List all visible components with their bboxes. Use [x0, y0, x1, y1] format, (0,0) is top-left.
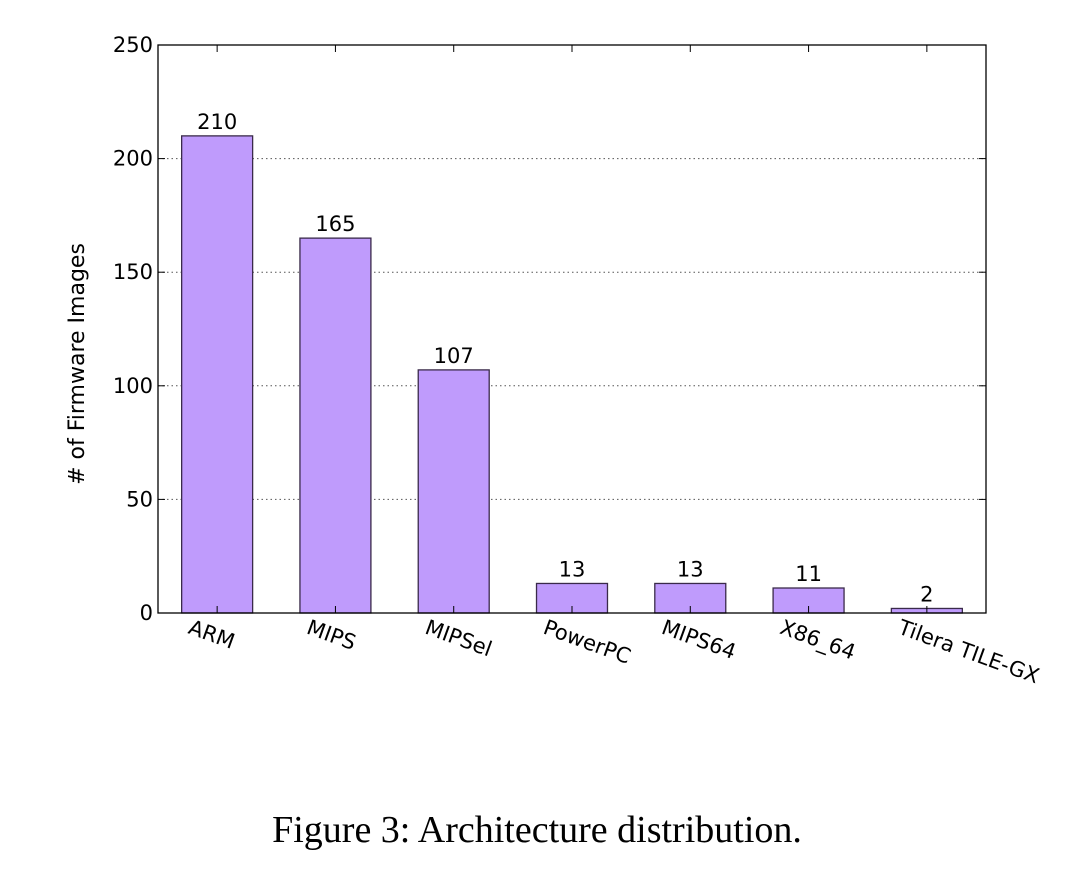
bar-chart: 0 50 100 150 200 250 210 ARM 165 MIPS 107 MIPSel 13 P…	[65, 33, 1042, 688]
bar-mips	[299, 237, 372, 614]
y-tick-label: 50	[126, 487, 153, 511]
bar-arm	[181, 135, 254, 614]
y-axis-label: # of Firmware Images	[65, 243, 90, 485]
x-tick-label: Tilera TILE-GX	[894, 615, 1042, 688]
bar-value-label: 210	[197, 110, 237, 134]
x-tick-label: ARM	[185, 615, 237, 654]
x-tick-label: MIPS	[304, 615, 359, 655]
grid-lines	[158, 158, 986, 500]
bar-value-label: 107	[434, 344, 474, 368]
figure-caption: Figure 3: Architecture distribution.	[272, 809, 802, 851]
plot-frame	[157, 44, 987, 614]
bar-mipsel	[417, 369, 490, 614]
y-tick-label: 150	[113, 260, 153, 284]
y-tick-label: 250	[113, 33, 153, 57]
y-tick-label: 200	[113, 147, 153, 171]
x-tick-label: MIPSel	[422, 615, 495, 661]
bar-value-label: 165	[315, 212, 355, 236]
x-tick-label: PowerPC	[540, 615, 634, 669]
bar-value-label: 2	[920, 582, 933, 606]
y-tick-label: 100	[113, 374, 153, 398]
bar-value-label: 11	[795, 562, 822, 586]
bar-value-label: 13	[559, 557, 586, 581]
bar-value-label: 13	[677, 557, 704, 581]
y-tick-label: 0	[140, 601, 153, 625]
x-tick-label: X86_64	[777, 615, 859, 665]
bars	[181, 135, 963, 614]
x-tick-label: MIPS64	[659, 615, 740, 664]
